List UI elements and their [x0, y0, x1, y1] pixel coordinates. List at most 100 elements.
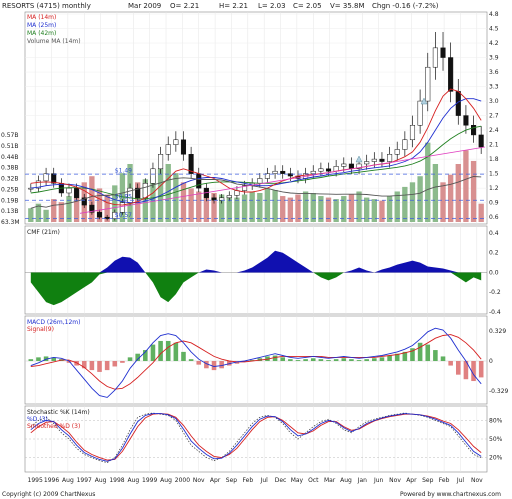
indicator-lines	[30, 88, 486, 214]
price-bar-body	[471, 125, 477, 136]
price-bar-body	[402, 139, 408, 150]
volume-bar	[165, 164, 171, 222]
macd-histogram-bar	[196, 361, 202, 365]
price-bar-body	[158, 154, 164, 170]
macd-histogram-bar	[341, 358, 347, 361]
price-bar-body	[379, 158, 385, 162]
macd-histogram-bar	[280, 357, 286, 361]
volume-bar	[470, 160, 477, 222]
volume-tick-label: 0.51B	[1, 143, 18, 150]
macd-histogram-bar	[288, 359, 293, 361]
volume-bar	[249, 191, 255, 222]
x-tick-label: Aug	[62, 477, 74, 484]
x-tick-label: 1996	[44, 477, 59, 484]
macd-histogram-bar	[188, 359, 194, 361]
legend-ma14: MA (14m)	[27, 14, 56, 21]
stoch-k-line	[30, 412, 482, 463]
volume-bar	[463, 150, 469, 222]
volume-bar	[295, 194, 301, 222]
ma25-line	[30, 98, 482, 204]
header-volume: V= 35.8M	[330, 2, 365, 10]
volume-bar	[73, 189, 80, 222]
volume-bar	[196, 191, 202, 222]
x-tick-label: May	[291, 477, 304, 484]
volume-bar	[280, 196, 286, 222]
alert-bell-icon	[420, 97, 428, 105]
price-bar-body	[394, 149, 400, 155]
support-label: $0.57	[115, 212, 132, 219]
price-bar-body	[89, 204, 95, 213]
price-bar-body	[150, 168, 156, 184]
volume-bar	[348, 194, 355, 222]
volume-tick-label: 0.19B	[1, 197, 18, 204]
volume-bar	[455, 164, 461, 222]
price-tick-label: 0.6	[489, 214, 499, 221]
volume-bar	[356, 191, 362, 222]
volume-tick-label: 63.3M	[1, 219, 20, 226]
macd-histogram-bar	[173, 342, 179, 361]
price-bar-body	[478, 134, 484, 148]
volume-bar	[226, 196, 232, 222]
macd-histogram-bar	[410, 348, 415, 361]
volume-bar	[432, 164, 439, 222]
macd-histogram-bar	[379, 357, 385, 361]
price-tick-label: 4.8	[489, 11, 499, 18]
header-change: Chgn -0.16 (-7.2%)	[372, 2, 439, 10]
price-bar-body	[364, 161, 370, 165]
volume-bar	[180, 182, 187, 222]
macd-histogram-bar	[181, 351, 186, 361]
macd-histogram-bar	[433, 350, 438, 361]
price-bar-body	[257, 178, 263, 184]
volume-bar	[119, 173, 126, 222]
macd-histogram-bar	[36, 357, 41, 361]
x-tick-label: Aug	[160, 477, 172, 484]
volume-ma-line	[30, 176, 482, 209]
stochastic-plot	[25, 412, 487, 463]
cmf-label: CMF (21m)	[27, 229, 60, 236]
cmf-tick-label: -0.4	[489, 309, 501, 316]
volume-bar	[257, 193, 263, 222]
macd-histogram-bar	[265, 356, 270, 361]
x-tick-label: Sep	[226, 477, 238, 484]
stoch-d-label: %D (3)	[27, 416, 48, 423]
volume-bar	[447, 174, 454, 222]
stoch-smoothed-line	[30, 413, 482, 461]
macd-histogram-bar	[417, 342, 423, 361]
price-bar-body	[74, 187, 80, 199]
macd-histogram-bar	[219, 361, 224, 369]
price-tick-label: 4.2	[489, 40, 499, 47]
volume-tick-label: 0.32B	[1, 176, 18, 183]
macd-histogram-bar	[471, 361, 476, 382]
macd-histogram-bar	[295, 360, 301, 361]
price-bar-body	[387, 154, 393, 162]
cmf-area	[25, 250, 487, 306]
macd-label: MACD (26m,12m)	[27, 319, 80, 326]
macd-histogram-bar	[112, 361, 118, 367]
ma42-line	[30, 125, 482, 200]
volume-bar	[234, 197, 240, 222]
macd-histogram-bar	[364, 359, 369, 361]
macd-histogram-bar	[165, 340, 171, 361]
price-bar-body	[325, 168, 332, 172]
cmf-tick-label: 0.4	[489, 230, 499, 237]
price-bar-body	[409, 125, 416, 141]
price-bar-body	[119, 202, 125, 213]
volume-bar	[364, 197, 370, 222]
macd-histogram-bar	[448, 361, 453, 366]
price-bar-body	[318, 168, 324, 172]
macd-histogram-bar	[356, 360, 362, 361]
x-tick-label: 1999	[142, 477, 157, 484]
price-bar-body	[371, 158, 377, 162]
volume-bar	[386, 196, 393, 222]
volume-bar	[203, 189, 210, 222]
volume-bar	[112, 185, 118, 222]
volume-bar	[287, 197, 294, 222]
legend-ma25: MA (25m)	[27, 22, 56, 29]
volume-bar	[104, 194, 110, 222]
price-bars	[28, 31, 484, 221]
header-date: Mar 2009	[128, 2, 161, 10]
x-tick-label: Mar	[324, 477, 336, 484]
macd-histogram-bar	[333, 359, 339, 361]
x-tick-label: Oct	[308, 477, 319, 484]
